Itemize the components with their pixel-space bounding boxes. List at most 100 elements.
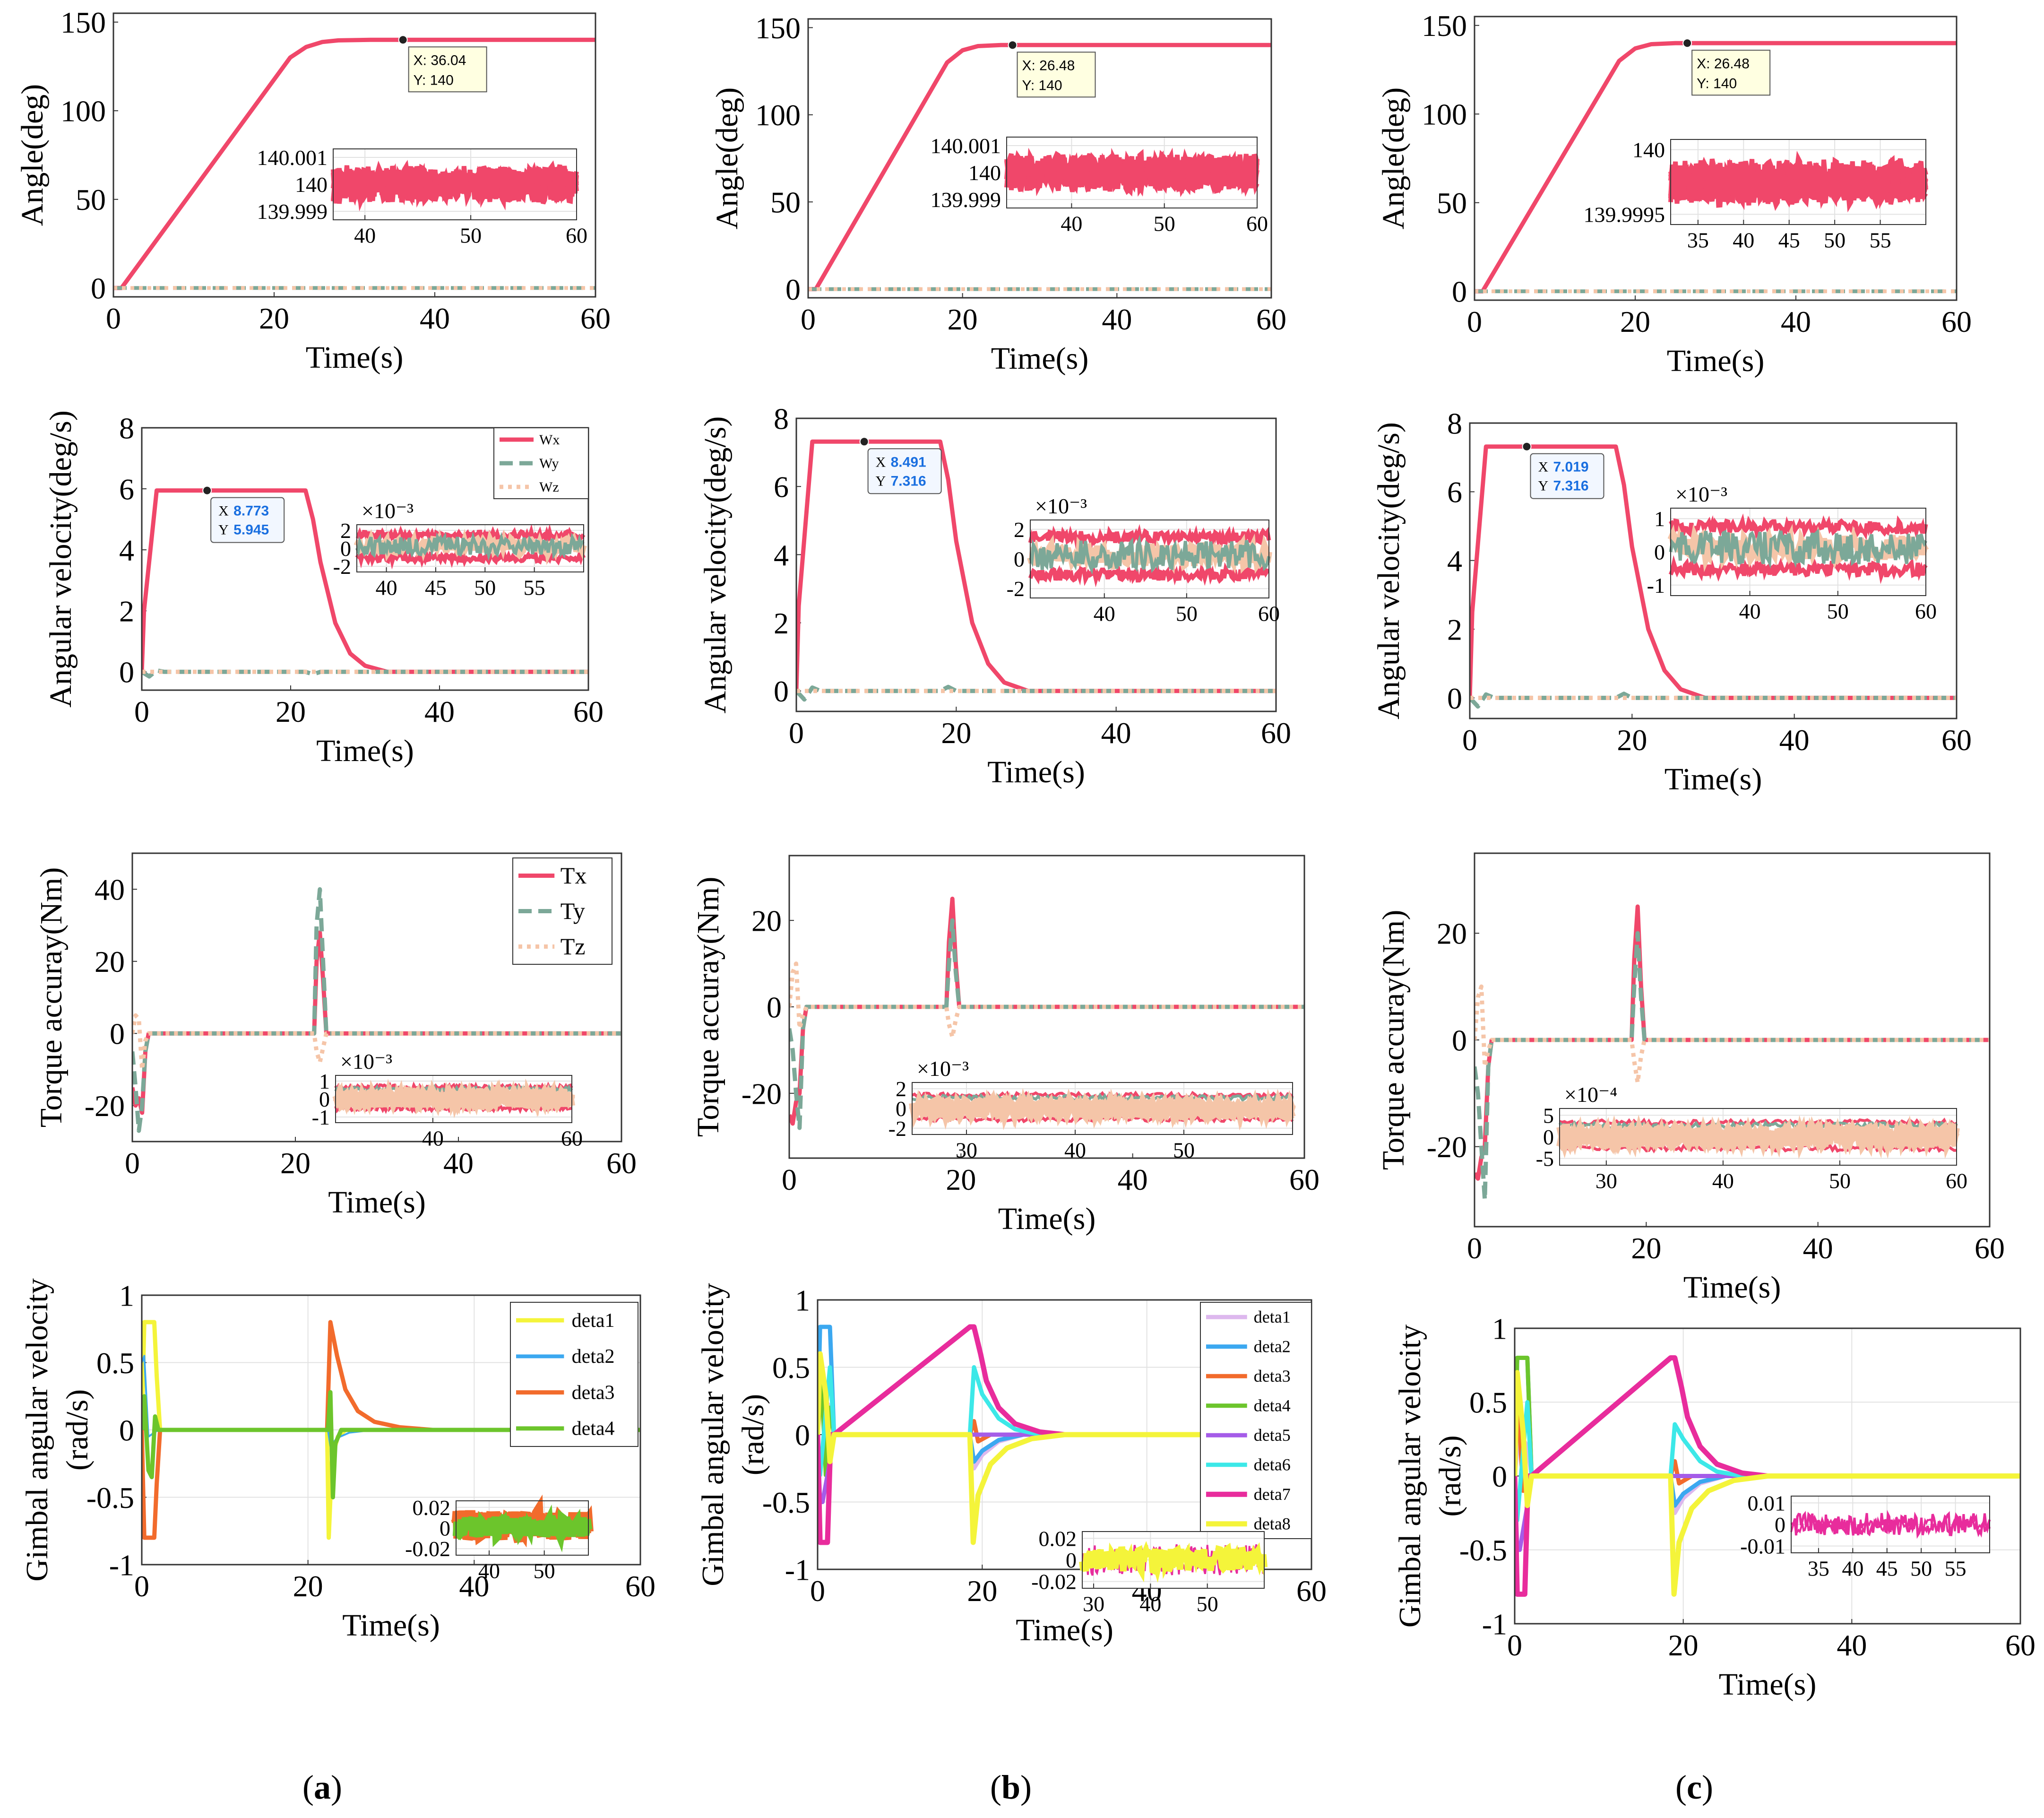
chart-b1: 0 20 40 60 0 50 100 150 Time(s) Angle(deg) X: 26.4… [710, 11, 1286, 376]
b1-ytick-label: 150 [755, 11, 801, 45]
a4-legend-box [510, 1302, 638, 1447]
c2-ytick-label: 0 [1447, 682, 1462, 715]
b4-inset-xtick-label: 50 [1197, 1592, 1218, 1616]
a3-xtick-label: 60 [606, 1146, 637, 1180]
b3-xtick-label: 0 [782, 1163, 797, 1196]
c4-inset: 35 40 45 50 55 0.010-0.01 [1740, 1491, 1991, 1580]
c4-inset-xtick-label: 35 [1808, 1556, 1829, 1580]
b1-inset-ytick-label: 140 [968, 161, 1001, 185]
a4-series-deta3 [142, 1320, 640, 1540]
a1-datatip-xlabel: X: 36.04 [414, 52, 466, 68]
a1-series-group [113, 37, 595, 290]
b4-ytick-label: 1 [795, 1283, 810, 1317]
a2-ylabel: Angular velocity(deg/s) [43, 410, 78, 708]
b1-inset-ytick-label: 139.999 [931, 188, 1001, 212]
b4-ytick-label: 0 [795, 1418, 810, 1452]
a2-inset-frame [356, 524, 584, 572]
a2-axes-frame [141, 427, 589, 691]
c2-ytick-label: 8 [1447, 407, 1462, 440]
a2-legend-label-wx: Wx [539, 432, 560, 448]
b3-inset-frame [912, 1082, 1293, 1135]
b3-series-ty [789, 918, 1304, 1130]
c2-xtick-label: 40 [1779, 723, 1810, 757]
b1-datatip-ylabel: Y: 140 [1022, 78, 1062, 93]
c2-series-wx [1470, 444, 1957, 700]
c1-series-group [1475, 41, 1957, 294]
a1-inset-frame [333, 148, 577, 220]
a2-ytick-label: 6 [119, 472, 134, 506]
a2-xtick-label: 20 [276, 695, 306, 728]
chart-b4: 0 20 40 60 -1 -0.5 0 0.5 1 Time(s) Gimbal angular … [696, 1283, 1327, 1647]
b2-ytick-label: 2 [774, 606, 789, 640]
b4-legend-label-deta3: deta3 [1254, 1367, 1291, 1385]
c2-inset-wx-trace [1668, 513, 1928, 542]
a1-datatip-ylabel: Y: 140 [414, 72, 454, 88]
b3-inset-tz-trace [909, 1090, 1296, 1128]
a1-ytick-label: 50 [76, 183, 106, 216]
c4-ylabel: Gimbal angular velocity [1393, 1325, 1427, 1628]
a4-inset-xtick-label: 50 [534, 1558, 555, 1583]
a3-inset-xtick-label: 40 [422, 1126, 444, 1150]
b3-inset-xtick-label: 50 [1173, 1138, 1195, 1162]
a2-xlabel: Time(s) [316, 734, 414, 768]
b1-datatip-xlabel: X: 26.48 [1022, 58, 1075, 73]
c3-inset-tz-trace [1556, 1114, 1960, 1159]
b2-series-wx [796, 439, 1276, 693]
b1-ytick-label: 0 [785, 273, 801, 306]
c2-inset-ytick-label: 1 [1654, 507, 1665, 531]
b4-ytick-label: -1 [785, 1553, 810, 1586]
a2-xtick-label: 0 [134, 695, 149, 728]
a1-inset-xtick-label: 40 [354, 223, 376, 247]
b1-inset-xtick-label: 60 [1246, 211, 1268, 235]
b2-inset-xtick-label: 60 [1258, 601, 1280, 625]
c4-ytick-label: 0.5 [1469, 1386, 1507, 1420]
a4-xtick-label: 0 [134, 1569, 149, 1603]
a2-inset-xtick-label: 40 [376, 575, 397, 599]
a1-inset-ytick-label: 140 [295, 173, 328, 197]
a1-inset-ytick-label: 140.001 [257, 146, 328, 170]
a4-inset-xtick-label: 40 [478, 1558, 500, 1583]
b4-legend-label-deta7: deta7 [1254, 1485, 1291, 1504]
a3-legend-label-tx: Tx [561, 862, 587, 889]
c2-datatip-ylabel: Y [1538, 478, 1548, 494]
a2-inset-xtick-label: 50 [474, 575, 496, 599]
b2-ytick-label: 4 [774, 538, 789, 572]
c2-inset-xtick-label: 50 [1827, 599, 1849, 623]
b4-xtick-label: 20 [967, 1574, 997, 1608]
b2-inset-xtick-label: 40 [1094, 601, 1115, 625]
b2-ytick-label: 0 [774, 675, 789, 708]
a2-xtick-label: 60 [573, 695, 604, 728]
b2-series-wy [796, 684, 1276, 702]
c4-ytick-label: -0.5 [1459, 1533, 1507, 1567]
a4-inset-ytick-label: 0.02 [413, 1496, 451, 1520]
b4-legend-label-deta2: deta2 [1254, 1337, 1291, 1356]
b2-inset-frame [1030, 519, 1269, 598]
a2-ytick-label: 8 [119, 411, 134, 445]
c3-series-group [1475, 904, 1990, 1203]
c4-xtick-label: 60 [2005, 1628, 2035, 1662]
b2-inset: 40 50 60 2 0 -2 ×10⁻³ [1007, 494, 1280, 625]
chart-c3: 0 20 40 60 -20 0 20 Time(s) Torque accuray(Nm) 30… [1376, 852, 2005, 1305]
chart-c2: 0 20 40 60 0 2 4 6 8 Time(s) Angular velocity(deg/… [1371, 407, 1972, 796]
c2-datatip-xvalue: 7.019 [1553, 459, 1588, 475]
b3-axes-frame [788, 855, 1305, 1159]
a4-xtick-label: 40 [459, 1569, 489, 1603]
c4-inset-deta7-trace [1790, 1510, 1991, 1539]
a1-xtick-label: 20 [259, 302, 289, 335]
c4-inset-xtick-label: 40 [1842, 1556, 1863, 1580]
a3-legend-label-tz: Tz [561, 933, 586, 960]
b3-inset-exponent: ×10⁻³ [917, 1056, 969, 1081]
a4-series-deta4 [142, 1390, 640, 1499]
a3-ytick-label: 0 [110, 1017, 125, 1051]
c2-datatip-xlabel: X [1538, 459, 1548, 475]
a3-xlabel: Time(s) [328, 1185, 426, 1220]
b4-ytick-label: 0.5 [772, 1351, 810, 1385]
a3-inset-ytick-label: -1 [312, 1105, 330, 1129]
b4-legend-label-deta5: deta5 [1254, 1426, 1291, 1445]
b1-xtick-label: 20 [948, 303, 978, 336]
b2-xtick-label: 40 [1101, 716, 1131, 750]
